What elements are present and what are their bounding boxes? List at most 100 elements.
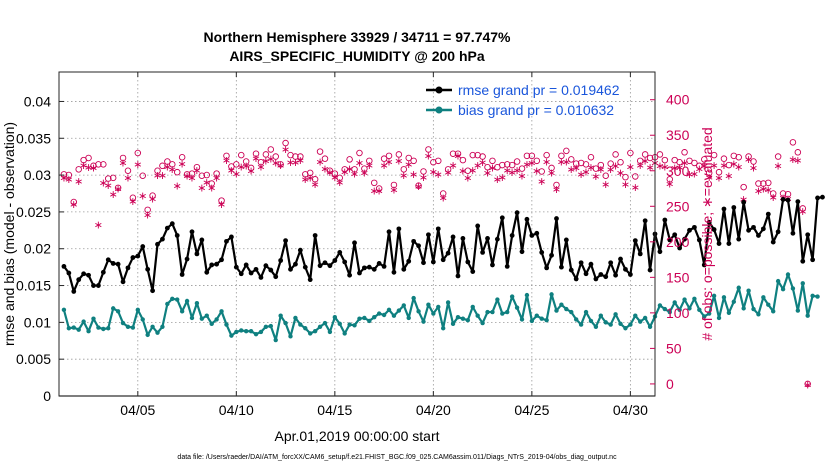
rmse-point	[711, 227, 717, 232]
possible-point	[242, 158, 250, 165]
possible-point	[75, 166, 82, 173]
evaluated-point: ∗	[532, 165, 541, 178]
rmse-point	[770, 239, 776, 245]
y-axis-right: 0 50 100 150 200 250 300 350 400	[650, 92, 690, 392]
y-axis-left-label: rmse and bias (model - observation)	[1, 122, 17, 346]
evaluated-point: ∗	[84, 161, 93, 174]
possible-point	[710, 151, 718, 159]
evaluated-point: ∗	[473, 159, 482, 172]
evaluated-point: ∗	[675, 161, 684, 174]
possible-point	[326, 167, 334, 175]
possible-point	[489, 157, 496, 165]
possible-point	[213, 170, 220, 177]
bias-point	[756, 312, 761, 317]
grid	[59, 72, 655, 396]
bias-point	[298, 322, 303, 327]
possible-point	[745, 153, 752, 160]
evaluated-point: ∗	[118, 157, 127, 170]
rmse-point	[593, 276, 599, 282]
bias-point	[170, 296, 175, 301]
rmse-point	[706, 219, 712, 225]
evaluated-point: ∗	[665, 177, 674, 190]
bias-point	[706, 311, 712, 316]
rmse-point	[386, 229, 392, 235]
evaluated-point: ∗	[232, 167, 241, 180]
evaluated-point: ∗	[685, 168, 694, 181]
possible-point	[60, 171, 68, 178]
possible-point	[636, 157, 644, 165]
possible-point	[188, 170, 196, 177]
evaluated-point: ∗	[202, 176, 211, 189]
evaluated-point: ∗	[192, 164, 201, 177]
possible-point	[292, 153, 299, 160]
rmse-point	[529, 233, 535, 238]
possible-point	[65, 171, 73, 179]
bias-point	[657, 303, 663, 308]
bias-point	[179, 309, 185, 314]
evaluated-point: ∗	[591, 170, 600, 183]
rmse-point	[790, 230, 796, 236]
rmse-point	[96, 283, 101, 288]
possible-point	[597, 161, 605, 169]
possible-point	[129, 194, 137, 202]
rmse-point	[371, 266, 377, 272]
possible-point	[632, 173, 639, 180]
rmse-point	[549, 252, 554, 258]
bias-point	[96, 325, 101, 330]
possible-point	[272, 153, 279, 160]
evaluated-point: ∗	[567, 163, 576, 176]
possible-point	[607, 160, 614, 167]
rmse-point	[105, 257, 111, 263]
evaluated-point: ∗	[404, 158, 413, 171]
rmse-point	[169, 221, 175, 227]
rmse-point	[682, 236, 687, 242]
bias-point	[155, 330, 160, 335]
possible-point	[361, 165, 368, 172]
evaluated-point: ∗	[138, 189, 147, 202]
y-right-tick-label: 350	[666, 127, 690, 143]
evaluated-point: ∗	[409, 168, 418, 181]
evaluated-point: ∗	[340, 165, 349, 178]
possible-point	[164, 158, 171, 165]
rmse-point	[499, 215, 505, 221]
bias-point	[253, 331, 259, 337]
evaluated-point: ∗	[306, 172, 315, 185]
rmse-point	[366, 264, 372, 270]
y-left-tick-label: 0.035	[16, 130, 51, 146]
evaluated-point: ∗	[705, 171, 714, 184]
bias-point	[273, 337, 278, 343]
evaluated-point: ∗	[261, 155, 270, 168]
bias-point	[376, 311, 382, 316]
rmse-point	[756, 233, 761, 238]
evaluated-point: ∗	[424, 150, 433, 163]
bias-point	[741, 306, 746, 311]
evaluated-point: ∗	[739, 193, 748, 206]
rmse-point	[455, 273, 461, 279]
bias-point	[480, 320, 485, 326]
possible-point	[641, 151, 649, 158]
evaluated-point: ∗	[365, 159, 374, 172]
evaluated-point: ∗	[547, 167, 556, 180]
possible-point	[735, 154, 742, 161]
possible-point	[622, 173, 629, 181]
possible-point	[720, 155, 728, 162]
bias-point	[391, 313, 397, 318]
y-axis-right-label: # of obs: o=possible; ∗=evaluated	[699, 127, 715, 340]
rmse-point	[731, 205, 737, 210]
rmse-point	[194, 251, 200, 257]
evaluated-point: ∗	[207, 182, 216, 195]
possible-point	[592, 165, 600, 172]
rmse-point	[145, 266, 151, 272]
possible-point	[602, 172, 609, 179]
rmse-point	[391, 269, 397, 275]
evaluated-point: ∗	[419, 171, 428, 184]
plot-area	[59, 72, 655, 396]
possible-point	[400, 166, 408, 173]
rmse-point	[327, 263, 333, 269]
rmse-point	[322, 260, 328, 266]
evaluated-point: ∗	[320, 162, 329, 175]
evaluated-point: ∗	[503, 164, 512, 177]
rmse-point	[573, 276, 579, 282]
rmse-point	[598, 272, 604, 277]
evaluated-point: ∗	[178, 157, 187, 170]
